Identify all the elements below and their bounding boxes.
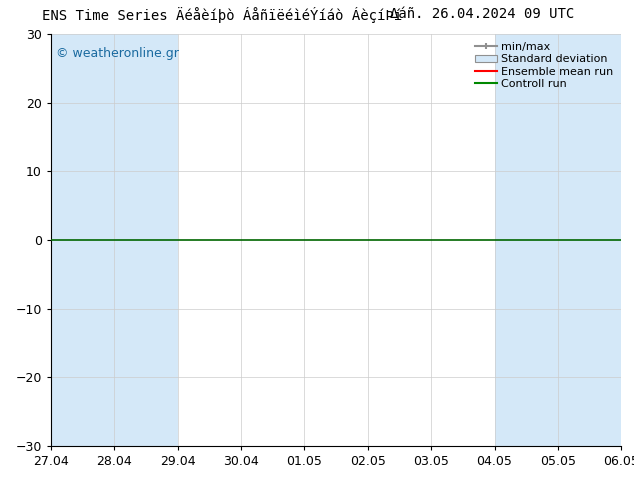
Bar <box>51 34 114 446</box>
Bar <box>558 34 621 446</box>
Text: © weatheronline.gr: © weatheronline.gr <box>56 47 179 60</box>
Legend: min/max, Standard deviation, Ensemble mean run, Controll run: min/max, Standard deviation, Ensemble me… <box>472 40 616 91</box>
Bar <box>114 34 178 446</box>
Bar <box>495 34 558 446</box>
Text: Δáñ. 26.04.2024 09 UTC: Δáñ. 26.04.2024 09 UTC <box>390 7 574 22</box>
Text: ENS Time Series Äéåèíþò ÁåñïëéìéÝíáò ÁèçíÞí: ENS Time Series Äéåèíþò ÁåñïëéìéÝíáò Áèç… <box>42 7 402 24</box>
